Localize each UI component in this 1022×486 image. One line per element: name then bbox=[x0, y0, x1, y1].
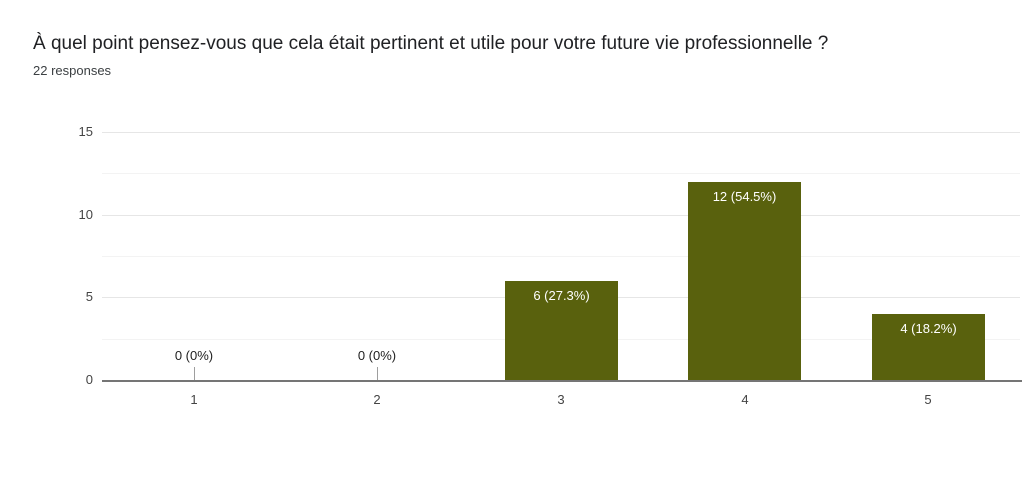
x-axis-tick-label: 5 bbox=[924, 392, 932, 407]
x-axis-tick-label: 2 bbox=[373, 392, 381, 407]
zero-value-stem bbox=[194, 367, 195, 380]
y-axis-tick-label: 0 bbox=[85, 372, 93, 387]
gridline bbox=[102, 132, 1020, 133]
bar-value-label: 12 (54.5%) bbox=[712, 189, 777, 204]
bar[interactable] bbox=[505, 281, 618, 380]
x-axis-line bbox=[102, 380, 1022, 382]
zero-value-stem bbox=[377, 367, 378, 380]
bar-value-label: 6 (27.3%) bbox=[533, 288, 590, 303]
x-axis-tick-label: 3 bbox=[557, 392, 565, 407]
gridline bbox=[102, 215, 1020, 216]
bar[interactable] bbox=[872, 314, 985, 380]
bar-value-label: 0 (0%) bbox=[174, 348, 214, 363]
question-title: À quel point pensez-vous que cela était … bbox=[33, 33, 829, 54]
bar[interactable] bbox=[688, 182, 801, 380]
x-axis-tick-label: 1 bbox=[190, 392, 198, 407]
y-axis-tick-label: 15 bbox=[78, 124, 93, 139]
x-axis-tick-label: 4 bbox=[741, 392, 749, 407]
gridline bbox=[102, 256, 1020, 257]
bar-value-label: 4 (18.2%) bbox=[900, 321, 957, 336]
y-axis-tick-label: 5 bbox=[85, 289, 93, 304]
bar-value-label: 0 (0%) bbox=[357, 348, 397, 363]
gridline bbox=[102, 173, 1020, 174]
y-axis-tick-label: 10 bbox=[78, 207, 93, 222]
response-count: 22 responses bbox=[33, 63, 112, 78]
